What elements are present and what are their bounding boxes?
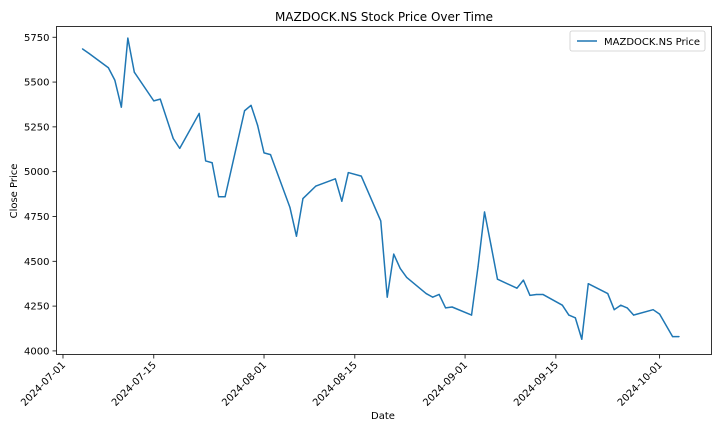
data-point	[133, 71, 135, 73]
data-point	[88, 52, 90, 54]
y-tick-label: 5250	[24, 122, 49, 133]
data-point	[315, 185, 317, 187]
data-point	[153, 100, 155, 102]
data-point	[399, 267, 401, 270]
data-point	[289, 206, 291, 209]
data-point	[406, 276, 408, 279]
data-point	[425, 292, 427, 295]
data-point	[334, 178, 336, 180]
data-point	[445, 307, 447, 309]
x-tick-label: 2024-09-15	[512, 360, 561, 409]
data-point	[568, 314, 570, 316]
data-point	[587, 283, 589, 285]
data-point	[250, 104, 252, 106]
series-line	[82, 37, 680, 341]
legend: MAZDOCK.NS Price	[569, 30, 706, 52]
y-tick-label: 4000	[24, 346, 49, 357]
data-point	[81, 48, 84, 50]
x-tick-label: 2024-07-01	[19, 360, 68, 409]
data-point	[211, 162, 213, 164]
data-point	[198, 112, 200, 115]
y-tick-label: 5750	[24, 33, 49, 44]
data-point	[243, 110, 246, 112]
x-tick-label: 2024-08-15	[311, 360, 360, 409]
data-point	[218, 196, 220, 198]
x-tick-label: 2024-09-01	[421, 360, 470, 409]
data-point	[432, 296, 434, 298]
x-tick-label: 2024-07-15	[110, 360, 159, 409]
data-point	[678, 335, 680, 338]
y-tick-label: 5500	[24, 78, 49, 89]
data-point	[581, 338, 583, 340]
data-point	[256, 124, 259, 126]
y-tick-label: 4500	[24, 257, 49, 268]
data-point	[535, 293, 538, 296]
data-point	[386, 296, 388, 298]
x-tick-label: 2024-10-01	[616, 360, 665, 409]
legend-label: MAZDOCK.NS Price	[604, 37, 700, 48]
data-point	[483, 211, 486, 213]
data-point	[263, 152, 265, 154]
data-point	[607, 292, 609, 295]
data-point	[633, 314, 635, 316]
series-layer	[81, 37, 680, 341]
data-point	[490, 244, 492, 246]
data-point	[308, 191, 311, 193]
data-point	[574, 317, 576, 319]
y-tick-label: 5000	[24, 167, 49, 178]
data-point	[496, 278, 499, 280]
data-point	[295, 235, 298, 237]
chart-title: MAZDOCK.NS Stock Price Over Time	[275, 10, 493, 24]
data-point	[613, 309, 615, 311]
plot-frame	[56, 26, 712, 355]
data-point	[393, 253, 395, 255]
data-point	[438, 293, 440, 296]
data-point	[561, 304, 563, 306]
x-axis: 2024-07-01 2024-07-15 2024-08-01 2024-08-15…	[19, 354, 665, 409]
y-tick-label: 4250	[24, 302, 49, 313]
data-point	[224, 196, 226, 198]
x-tick-label: 2024-08-01	[220, 360, 269, 409]
data-point	[470, 314, 473, 316]
data-point	[451, 306, 453, 308]
data-point	[269, 154, 272, 156]
data-point	[671, 335, 674, 338]
data-point	[341, 200, 343, 202]
data-point	[542, 293, 544, 296]
data-point	[360, 175, 362, 177]
data-point	[179, 147, 181, 149]
data-point	[120, 106, 122, 108]
data-point	[107, 67, 109, 69]
data-point	[172, 137, 174, 140]
data-point	[205, 160, 207, 162]
data-point	[302, 197, 304, 200]
y-tick-label: 4750	[24, 212, 49, 223]
legend-box	[569, 30, 706, 52]
data-point	[347, 171, 349, 174]
data-point	[652, 309, 654, 311]
data-point	[114, 79, 116, 81]
data-point	[159, 98, 161, 100]
x-axis-label: Date	[371, 411, 395, 422]
data-point	[529, 294, 531, 296]
data-point	[127, 37, 129, 39]
data-point	[380, 220, 382, 222]
y-axis: 4000 4250 4500 4750 5000 5250 5500 5750	[24, 33, 57, 357]
data-point	[516, 287, 518, 289]
data-point	[522, 279, 525, 281]
data-point	[659, 313, 661, 315]
y-axis-label: Close Price	[9, 164, 20, 219]
data-point	[626, 307, 628, 309]
data-point	[620, 304, 622, 306]
data-point	[477, 266, 479, 268]
